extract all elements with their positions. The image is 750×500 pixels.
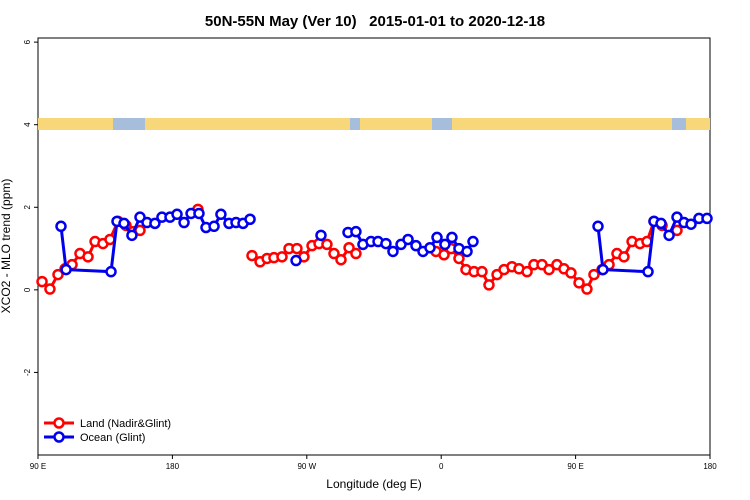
point: [105, 265, 117, 278]
legend-label: Ocean (Glint): [80, 432, 145, 444]
point: [453, 252, 465, 265]
point: [439, 238, 451, 251]
point: [118, 217, 130, 230]
y-tick-label: 0: [23, 287, 32, 292]
point: [208, 220, 220, 233]
point: [701, 212, 713, 225]
point: [215, 208, 227, 221]
point: [380, 237, 392, 250]
y-tick-label: 2: [23, 205, 32, 210]
point: [402, 233, 414, 246]
point: [44, 283, 56, 295]
point: [387, 245, 399, 258]
point: [446, 231, 458, 244]
legend-marker: [53, 431, 65, 443]
land-band: [686, 118, 710, 130]
point: [246, 249, 258, 262]
plot-frame: [37, 37, 711, 456]
legend-label: Land (Nadir&Glint): [80, 418, 171, 430]
point: [178, 216, 190, 229]
point: [52, 268, 64, 281]
point: [171, 208, 183, 221]
point: [573, 277, 585, 289]
point: [350, 247, 362, 260]
point: [685, 218, 697, 230]
chart-title: 50N-55N May (Ver 10) 2015-01-01 to 2020-…: [205, 13, 545, 30]
point: [82, 251, 94, 263]
point: [543, 263, 555, 276]
land-band: [360, 118, 432, 130]
y-tick-label: 6: [23, 39, 32, 44]
y-tick-label: -2: [23, 368, 32, 376]
y-axis-label: XCO2 - MLO trend (ppm): [0, 179, 13, 314]
point: [290, 254, 302, 267]
point: [276, 251, 288, 263]
point: [618, 251, 630, 263]
point: [149, 217, 161, 230]
point: [655, 217, 667, 230]
point: [335, 253, 347, 266]
legend-marker: [53, 417, 65, 429]
point: [343, 241, 355, 254]
x-axis-label: Longitude (deg E): [326, 477, 421, 491]
point: [476, 265, 488, 278]
point: [431, 231, 443, 244]
point: [521, 265, 533, 278]
point: [483, 279, 495, 291]
land-band: [452, 118, 672, 130]
point: [581, 283, 593, 295]
x-tick-label: 90 W: [297, 462, 316, 471]
point: [467, 235, 479, 248]
y-tick-label: 4: [23, 122, 32, 127]
land-band: [145, 118, 350, 130]
land-band: [38, 118, 113, 130]
x-tick-label: 180: [703, 462, 717, 471]
point: [350, 225, 362, 238]
point: [60, 263, 72, 276]
point: [193, 207, 205, 220]
point: [410, 239, 422, 252]
point: [36, 275, 48, 288]
point: [663, 229, 675, 242]
x-tick-label: 180: [166, 462, 180, 471]
surface-strip: [38, 118, 710, 130]
point: [438, 249, 450, 261]
point: [315, 229, 327, 242]
x-tick-label: 90 E: [30, 462, 46, 471]
point: [424, 241, 436, 254]
point: [592, 220, 604, 233]
point: [328, 247, 340, 260]
point: [244, 213, 256, 226]
point: [597, 263, 609, 276]
x-tick-label: 90 E: [567, 462, 583, 471]
x-tick-label: 0: [439, 462, 444, 471]
point: [588, 268, 600, 281]
point: [321, 238, 333, 251]
point: [642, 265, 654, 278]
point: [461, 245, 473, 258]
point: [291, 242, 303, 255]
point: [565, 267, 577, 279]
point: [126, 229, 138, 242]
point: [55, 220, 67, 233]
